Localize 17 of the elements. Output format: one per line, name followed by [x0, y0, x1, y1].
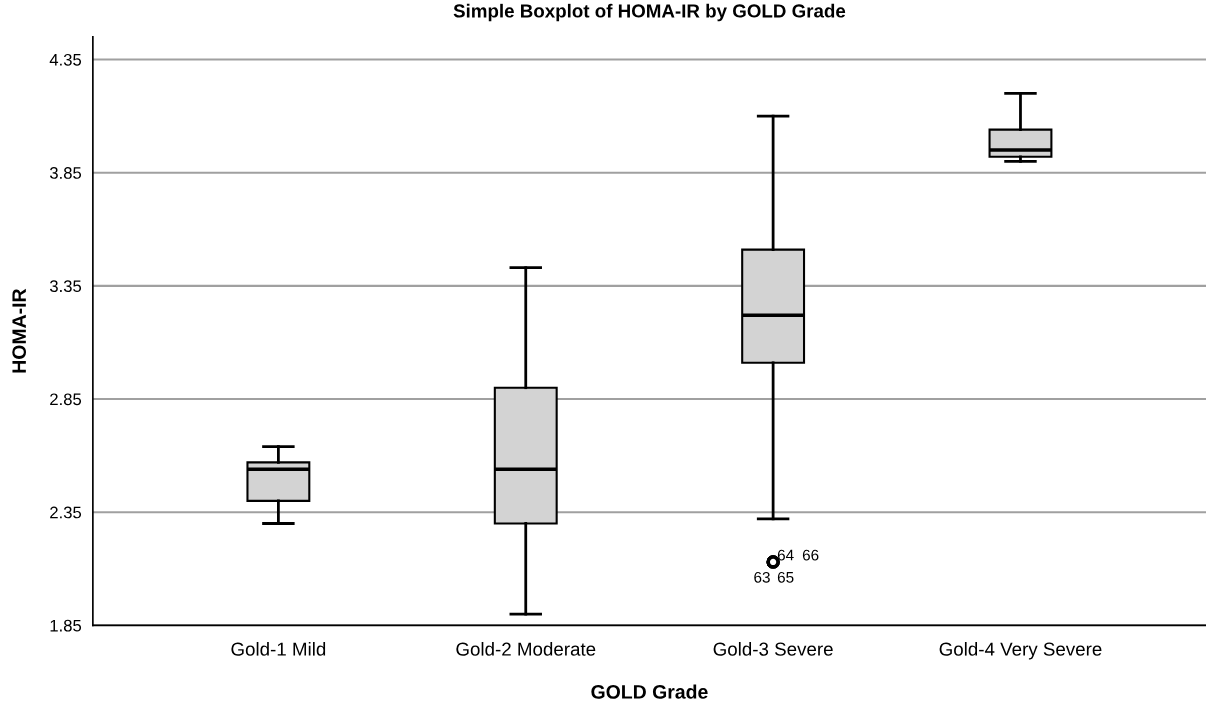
chart-title: Simple Boxplot of HOMA-IR by GOLD Grade: [453, 3, 846, 22]
y-tick-label: 2.85: [50, 393, 82, 406]
annotation: 66: [802, 549, 819, 561]
y-tick-label: 3.85: [49, 167, 82, 179]
y-tick-label: 3.35: [49, 280, 82, 293]
y-tick-label: 4.35: [49, 53, 82, 66]
y-tick-label: 2.35: [50, 506, 82, 519]
y-tick-label: 1.85: [50, 619, 82, 632]
annotation: 63: [754, 571, 770, 583]
x-axis-title: GOLD Grade: [591, 684, 708, 699]
annotation: 65: [777, 571, 794, 583]
x-tick-label: Gold-1 Mild: [231, 642, 326, 656]
x-tick-label: Gold-2 Moderate: [456, 642, 596, 656]
x-tick-label: Gold-3 Severe: [713, 642, 833, 656]
y-axis-title: HOMA-IR: [12, 288, 27, 373]
annotation: 64: [777, 549, 794, 561]
x-tick-label: Gold-4 Very Severe: [939, 642, 1102, 660]
